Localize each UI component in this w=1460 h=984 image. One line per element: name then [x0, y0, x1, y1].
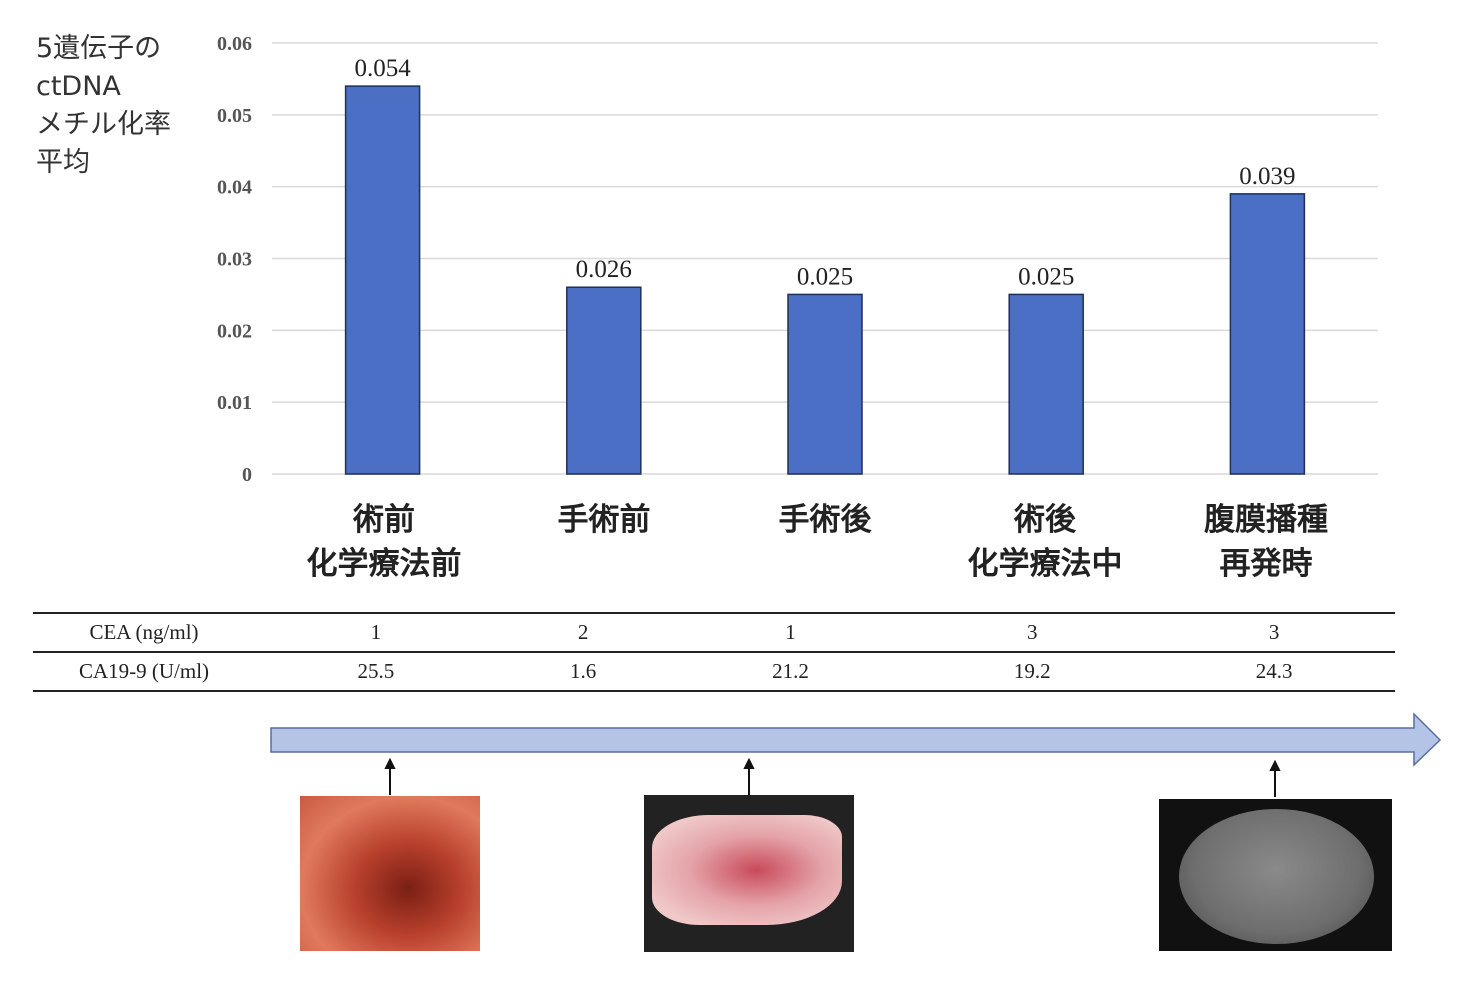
bar	[344, 85, 421, 475]
data-label: 0.025	[797, 263, 853, 290]
y-tick-label: 0.01	[217, 392, 252, 414]
row-header: CA19-9 (U/ml)	[33, 651, 255, 692]
bar-chart: 0 0.01 0.02 0.03 0.04 0.05 0.06 0.054 0.026 0.025…	[217, 33, 1378, 486]
data-label: 0.025	[1018, 263, 1074, 290]
table-row: CEA (ng/ml) 1 2 1 3 3	[33, 612, 1395, 653]
ct-scan-image	[1159, 799, 1392, 951]
y-tick-label: 0	[242, 464, 252, 486]
table-cell: 1.6	[496, 651, 670, 692]
category-label: 手術後	[778, 502, 872, 538]
bar	[1229, 193, 1306, 475]
y-tick-label: 0.03	[217, 249, 252, 271]
table-row: CA19-9 (U/ml) 25.5 1.6 21.2 19.2 24.3	[33, 651, 1395, 692]
y-tick-label: 0.06	[217, 33, 252, 55]
table-cell: 25.5	[255, 651, 497, 692]
data-label: 0.026	[576, 256, 632, 283]
category-label: 腹膜播種 再発時	[1204, 502, 1328, 582]
data-label: 0.054	[354, 55, 411, 82]
resected-specimen-image	[644, 795, 854, 952]
table-cell: 21.2	[669, 651, 912, 692]
category-label: 術後 化学療法中	[967, 502, 1123, 582]
table-cell: 2	[496, 612, 670, 653]
row-header: CEA (ng/ml)	[33, 612, 255, 653]
y-axis-label: 5遺伝子の ctDNA メチル化率 平均	[36, 33, 171, 178]
y-tick-label: 0.05	[217, 105, 252, 127]
category-label: 術前 化学療法前	[306, 502, 462, 582]
bar	[787, 293, 863, 475]
table-cell: 1	[669, 612, 912, 653]
timeline-arrow	[270, 712, 1442, 767]
data-label: 0.039	[1239, 163, 1295, 190]
bar	[566, 286, 642, 475]
table-cell: 1	[255, 612, 497, 653]
table-cell: 24.3	[1153, 651, 1395, 692]
table-cell: 19.2	[911, 651, 1154, 692]
endoscopy-image	[300, 796, 480, 951]
marker-table: CEA (ng/ml) 1 2 1 3 3 CA19-9 (U/ml) 25.5…	[33, 612, 1395, 692]
category-label: 手術前	[557, 502, 651, 538]
pointer-arrows	[384, 757, 1281, 797]
bar	[1008, 293, 1084, 475]
y-tick-label: 0.02	[217, 320, 252, 342]
y-tick-label: 0.04	[217, 177, 252, 199]
table-cell: 3	[1153, 612, 1395, 653]
table-cell: 3	[911, 612, 1154, 653]
